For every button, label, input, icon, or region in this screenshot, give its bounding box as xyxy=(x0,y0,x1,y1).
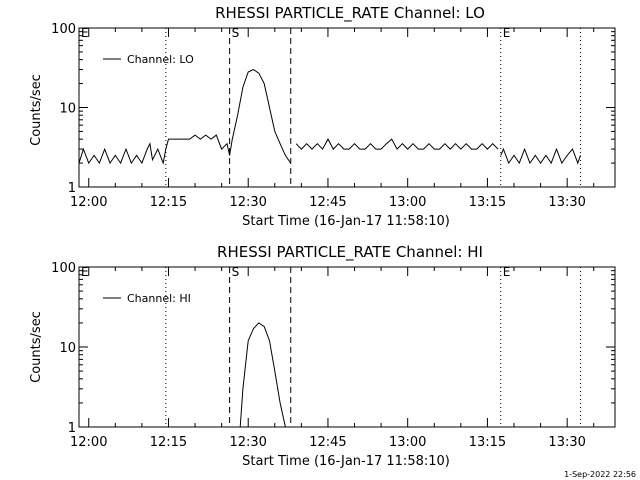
series-line xyxy=(239,322,286,427)
footer-timestamp: 1-Sep-2022 22:56 xyxy=(564,470,636,479)
x-tick-label: 12:15 xyxy=(150,195,187,210)
x-tick-label: 12:15 xyxy=(150,435,187,450)
plot-area: 1 10 100 12:00 12:15 12:30 12:45 13:00 13:15 13:3… xyxy=(51,22,616,210)
x-tick-label: 13:30 xyxy=(548,195,585,210)
event-marker-label: E xyxy=(81,26,89,40)
x-axis-label: Start Time (16-Jan-17 11:58:10) xyxy=(242,454,450,469)
legend-label: Channel: HI xyxy=(127,292,191,305)
x-tick-label: 12:00 xyxy=(70,195,107,210)
x-tick-label: 13:15 xyxy=(469,435,506,450)
plot-frame xyxy=(78,266,616,428)
y-tick-label: 1 xyxy=(68,421,76,436)
x-tick-label: 12:30 xyxy=(229,435,266,450)
x-tick-label: 12:45 xyxy=(309,195,346,210)
x-tick-label: 12:30 xyxy=(229,195,266,210)
x-axis-label: Start Time (16-Jan-17 11:58:10) xyxy=(242,214,450,229)
panel-hi: RHESSI PARTICLE_RATE Channel: HI 1101001… xyxy=(29,243,616,469)
legend-label: Channel: LO xyxy=(127,53,194,66)
event-marker-label: S xyxy=(232,26,240,40)
x-tick-label: 12:00 xyxy=(70,435,107,450)
x-tick-label: 12:45 xyxy=(309,435,346,450)
x-tick-label: 13:15 xyxy=(469,195,506,210)
x-tick-label: 13:00 xyxy=(389,195,426,210)
y-axis-label: Counts/sec xyxy=(29,311,44,383)
y-axis-label: Counts/sec xyxy=(29,74,44,146)
y-tick-label: 10 xyxy=(59,102,76,117)
x-tick-label: 13:30 xyxy=(548,435,585,450)
event-marker-label: E xyxy=(503,26,511,40)
plot-area: 1 10 100 12:00 12:15 12:30 12:45 13:00 13:15 13:3… xyxy=(51,261,616,450)
panel-lo: RHESSI PARTICLE_RATE Channel: LO 1101001… xyxy=(29,4,616,229)
chart-title: RHESSI PARTICLE_RATE Channel: HI xyxy=(217,243,483,262)
x-tick-label: 13:00 xyxy=(389,435,426,450)
series-line xyxy=(295,138,499,150)
chart-title: RHESSI PARTICLE_RATE Channel: LO xyxy=(215,4,485,23)
event-marker-label: E xyxy=(81,265,89,279)
y-tick-label: 1 xyxy=(68,181,76,196)
series-line xyxy=(500,147,581,165)
y-tick-label: 10 xyxy=(59,341,76,356)
y-tick-label: 100 xyxy=(51,261,76,276)
series-line xyxy=(79,69,292,165)
y-tick-label: 100 xyxy=(51,22,76,37)
event-marker-label: E xyxy=(503,265,511,279)
event-marker-label: S xyxy=(232,265,240,279)
plot-frame xyxy=(78,27,616,188)
